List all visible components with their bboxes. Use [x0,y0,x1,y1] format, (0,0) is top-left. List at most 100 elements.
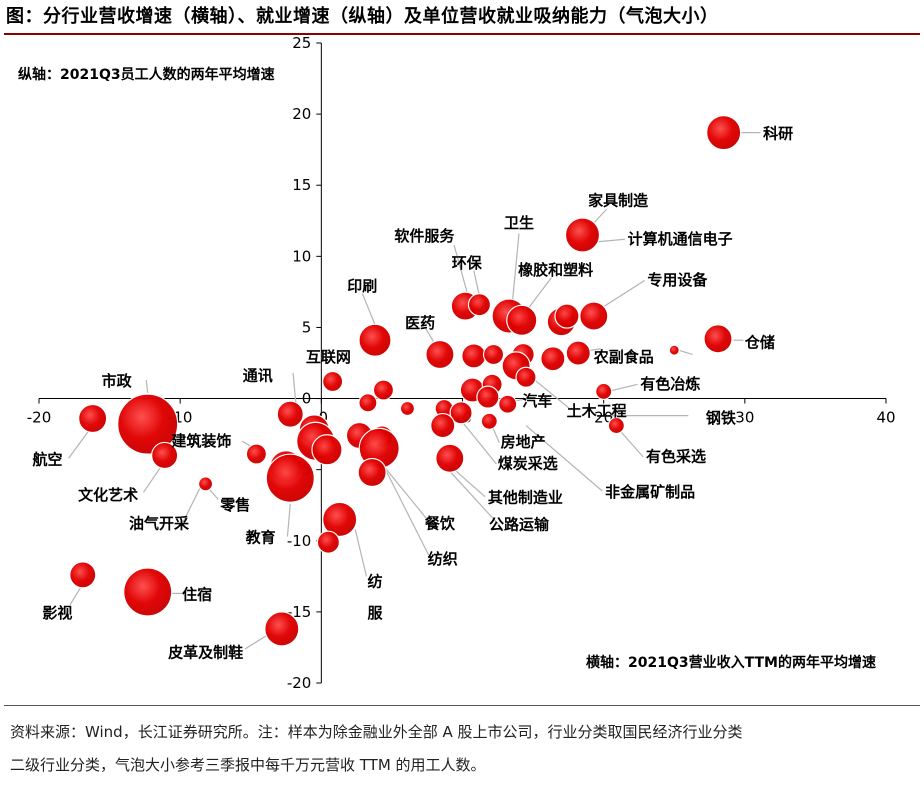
bubble-label: 互联网 [306,348,351,366]
bubble-point [703,324,733,354]
x-tick-label: 40 [876,409,895,427]
bubble-point [276,400,304,428]
bubble-label: 环保 [452,254,483,272]
bubbles-group [69,115,742,647]
bubble-label: 非金属矿制品 [605,483,695,501]
bubble-point [565,340,591,366]
bubble-point [467,293,492,317]
bubble-point [706,115,742,151]
y-tick-label: -20 [287,674,312,692]
bubble-label: 影视 [42,604,72,622]
x-axis-label: 横轴：2021Q3营业收入TTM的两年平均增速 [586,654,876,671]
bubble-point [358,323,392,357]
leader-line [286,503,291,537]
bubble-label: 软件服务 [394,227,455,245]
bubble-point [449,401,473,425]
bubble-label: 通讯 [243,366,273,384]
bubble-label: 市政 [102,372,133,390]
y-tick-label: 15 [292,176,311,194]
bubble-point [607,416,625,435]
x-tick-label: -20 [27,409,52,427]
bubble-point [372,379,395,401]
bubble-point [498,394,518,414]
bubble-point [322,501,358,538]
y-tick-label: 5 [302,318,312,336]
leader-line [473,270,481,297]
leader-line [361,293,376,325]
leader-line [450,466,486,498]
y-tick-label: 20 [292,105,311,123]
bubble-point [668,344,680,356]
bubble-chart: -20-1010203040-20-15-10-505101520250 科研家… [18,34,896,692]
bubble-label: 文化艺术 [78,486,138,504]
bubble-label: 计算机通信电子 [628,230,733,248]
bubble-point [435,443,465,473]
leader-line [511,233,520,308]
footnote-divider [4,705,920,706]
bubble-point [595,382,613,401]
bubble-label: 印刷 [347,277,377,295]
bubble-point [322,370,344,393]
bubble-point [264,611,300,647]
bubble-label: 汽车 [522,392,552,410]
footnote-line-2: 二级行业分类，气泡大小参考三季报中每千万元营收 TTM 的用工人数。 [10,756,486,774]
bubble-label: 有色采选 [646,447,706,465]
leader-line [453,244,469,297]
bubble-point [482,343,505,366]
bubble-label: 教育 [245,529,276,547]
bubble-point [425,339,455,370]
leader-line [207,487,219,500]
leader-line [182,487,201,523]
bubble-point [461,343,487,369]
bubble-label: 医药 [405,314,435,332]
bubble-point [316,530,340,554]
x-tick-label: 20 [594,409,613,427]
bubble-point [399,400,416,417]
bubble-point [117,393,179,455]
bubble-label: 建筑装饰 [171,432,231,450]
y-tick-label: 10 [292,247,311,265]
leader-line [525,425,603,492]
bubble-point [311,434,343,466]
leader-line [447,469,500,526]
leader-line [354,529,368,577]
leader-line [381,463,428,520]
bubble-label: 橡胶和塑料 [518,261,593,279]
leader-line [292,372,297,405]
leader-line [145,380,149,393]
footnote: 资料来源：Wind，长江证券研究所。注：样本为除金融业外全部 A 股上市公司，行… [10,716,915,782]
bubble-label: 仓储 [744,334,775,352]
bubble-label: 房地产 [501,433,546,451]
bubble-point [123,567,173,617]
leader-line [601,280,645,309]
bubble-point [357,457,387,488]
bubble-point [540,346,566,372]
bubble-label: 卫生 [504,214,534,232]
bubble-label: 公路运输 [489,516,550,534]
bubble-point [78,403,108,434]
footnote-line-1: 资料来源：Wind，长江证券研究所。注：样本为除金融业外全部 A 股上市公司，行… [10,723,743,741]
bubble-label: 住宿 [182,585,212,603]
bubble-point [564,217,601,253]
bubble-label: 家具制造 [588,191,648,209]
leader-line [607,383,638,393]
y-tick-label: 25 [292,34,311,52]
bubble-label: 餐饮 [425,514,456,532]
bubble-point [554,303,580,329]
bubble-label: 皮革及制鞋 [168,644,243,662]
title-divider [4,33,920,35]
leader-line [68,430,89,459]
bubble-label: 有色冶炼 [640,375,700,393]
leader-line [142,465,163,493]
bubble-label: 科研 [763,125,793,143]
x-tick-label: 30 [735,409,754,427]
bubble-label: 农副食品 [593,348,654,366]
bubble-point [476,385,500,409]
bubble-label: 服 [367,604,383,622]
bubble-point [430,412,456,439]
bubble-point [515,366,537,388]
bubble-label: 油气开采 [129,514,190,532]
bubble-label: 煤炭采选 [498,455,558,473]
chart-title: 图：分行业营收增速（横轴）、就业增速（纵轴）及单位营收就业吸纳能力（气泡大小） [6,6,719,27]
